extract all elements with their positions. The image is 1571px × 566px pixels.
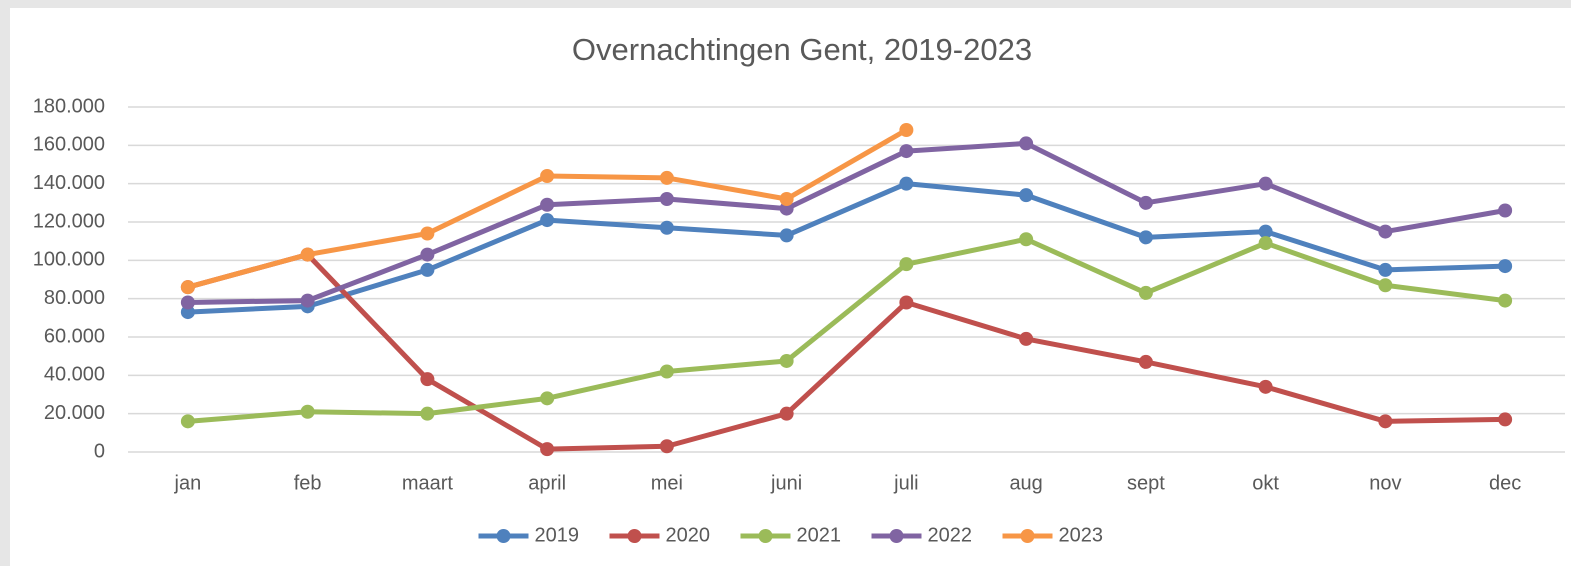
legend-label: 2023 — [1059, 524, 1104, 546]
data-point — [420, 262, 435, 277]
data-point — [899, 144, 914, 159]
data-point — [779, 353, 794, 368]
x-tick-label: aug — [1009, 472, 1042, 494]
data-point — [1019, 188, 1034, 203]
data-point — [1138, 195, 1153, 210]
data-point — [1258, 379, 1273, 394]
legend-label: 2020 — [666, 524, 711, 546]
data-point — [300, 404, 315, 419]
legend-label: 2021 — [797, 524, 842, 546]
data-point — [180, 280, 195, 295]
data-point — [1498, 259, 1513, 274]
data-point — [420, 247, 435, 262]
x-tick-label: nov — [1369, 472, 1401, 494]
chart-area — [10, 8, 1571, 566]
data-point — [1019, 232, 1034, 247]
data-point — [899, 257, 914, 272]
y-tick-label: 180.000 — [33, 95, 105, 117]
data-point — [1258, 176, 1273, 191]
data-point — [779, 192, 794, 206]
data-point — [420, 372, 435, 387]
y-tick-label: 0 — [94, 440, 105, 462]
data-point — [899, 123, 914, 137]
data-point — [180, 305, 195, 320]
chart-title: Overnachtingen Gent, 2019-2023 — [572, 32, 1032, 67]
y-tick-label: 100.000 — [33, 249, 105, 271]
data-point — [1378, 414, 1393, 429]
x-tick-label: sept — [1127, 472, 1165, 494]
data-point — [1138, 354, 1153, 369]
data-point — [1019, 136, 1034, 151]
y-tick-label: 40.000 — [44, 364, 105, 386]
legend-marker — [1020, 529, 1035, 543]
y-tick-label: 80.000 — [44, 287, 105, 309]
data-point — [300, 293, 315, 308]
x-tick-label: feb — [294, 472, 322, 494]
data-point — [180, 414, 195, 429]
x-tick-label: juli — [893, 472, 918, 494]
data-point — [1258, 224, 1273, 239]
data-point — [540, 197, 555, 212]
data-point — [899, 295, 914, 310]
data-point — [1019, 331, 1034, 346]
data-point — [1258, 236, 1273, 251]
data-point — [779, 201, 794, 216]
series-line — [185, 252, 1508, 452]
data-point — [659, 364, 674, 379]
data-point — [540, 442, 555, 457]
x-tick-label: dec — [1489, 472, 1521, 494]
data-point — [1498, 412, 1513, 427]
series-line — [185, 236, 1508, 424]
x-tick-label: jan — [174, 472, 202, 494]
data-point — [540, 169, 555, 183]
data-point — [420, 226, 435, 241]
data-point — [779, 228, 794, 243]
data-point — [300, 247, 315, 262]
data-point — [420, 406, 435, 421]
data-point — [540, 391, 555, 406]
data-point — [1378, 262, 1393, 277]
data-point — [899, 176, 914, 191]
data-point — [659, 220, 674, 235]
series-line — [185, 140, 1508, 305]
legend-marker — [758, 529, 773, 543]
data-point — [659, 170, 674, 185]
x-tick-label: april — [528, 472, 566, 494]
data-point — [540, 213, 555, 228]
x-tick-label: okt — [1252, 472, 1279, 494]
y-tick-label: 160.000 — [33, 134, 105, 156]
y-tick-label: 60.000 — [44, 325, 105, 347]
legend-marker — [627, 529, 642, 543]
legend-label: 2022 — [928, 524, 973, 546]
data-point — [659, 192, 674, 206]
legend-marker — [496, 529, 511, 543]
data-point — [180, 295, 195, 310]
x-tick-label: juni — [770, 472, 802, 494]
x-tick-label: mei — [651, 472, 683, 494]
data-point — [1498, 293, 1513, 308]
x-tick-label: maart — [402, 472, 454, 494]
data-point — [1498, 203, 1513, 218]
data-point — [779, 406, 794, 421]
legend-label: 2019 — [535, 524, 580, 546]
data-point — [1138, 285, 1153, 300]
data-point — [1378, 278, 1393, 293]
data-point — [659, 439, 674, 454]
y-tick-label: 120.000 — [33, 210, 105, 232]
y-tick-label: 20.000 — [44, 402, 105, 424]
y-tick-label: 140.000 — [33, 172, 105, 194]
series-line — [185, 181, 1508, 315]
data-point — [1378, 224, 1393, 239]
legend-marker — [889, 529, 904, 543]
data-point — [1138, 230, 1153, 245]
